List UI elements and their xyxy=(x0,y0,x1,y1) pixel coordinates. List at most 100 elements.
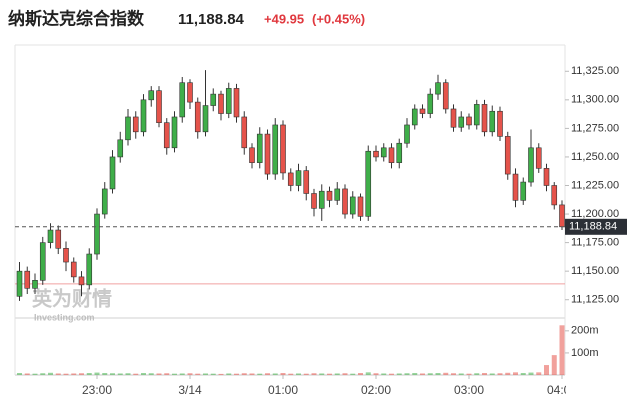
x-tick-label: 3/14 xyxy=(178,383,202,397)
candle-body xyxy=(342,188,348,215)
volume-bar xyxy=(265,373,270,375)
candle-body xyxy=(303,170,310,194)
candle-body xyxy=(497,110,503,137)
y-tick-label: 11,300.00 xyxy=(571,94,619,106)
candle-body xyxy=(233,88,240,118)
x-tick-label: 03:00 xyxy=(454,383,484,397)
volume-bar xyxy=(505,372,511,375)
volume-bar xyxy=(420,373,425,375)
candle-body xyxy=(357,196,364,217)
candle-body xyxy=(156,90,162,123)
volume-bar xyxy=(55,373,61,375)
volume-bar xyxy=(303,373,309,375)
volume-bar xyxy=(342,373,348,375)
last-price-label: 11,188.84 xyxy=(569,221,617,233)
volume-bar xyxy=(497,373,503,375)
candle-body xyxy=(466,116,472,126)
volume-bar xyxy=(40,373,46,375)
volume-bar xyxy=(102,373,108,375)
volume-bar xyxy=(94,372,100,375)
candle-body xyxy=(349,196,356,215)
candle-body xyxy=(295,170,302,186)
volume-bar xyxy=(296,373,301,375)
y-tick-label: 11,250.00 xyxy=(571,151,619,163)
candle-body xyxy=(63,248,69,263)
candle-body xyxy=(39,242,46,281)
candle-body xyxy=(528,147,534,183)
volume-bar xyxy=(404,373,410,375)
candle-body xyxy=(551,185,558,206)
candle-body xyxy=(272,124,279,175)
y-tick-label: 11,150.00 xyxy=(571,265,619,277)
volume-bar xyxy=(311,373,317,375)
candle-body xyxy=(543,168,550,186)
candle-body xyxy=(559,204,565,228)
candle-body xyxy=(404,124,410,144)
volume-bar xyxy=(179,373,185,375)
volume-bar xyxy=(32,373,38,375)
candle-body xyxy=(94,213,100,255)
volume-bar xyxy=(203,373,208,375)
y2-tick-label: 200m xyxy=(571,325,599,337)
volume-bar xyxy=(164,373,170,375)
volume-bar xyxy=(327,373,332,375)
candle-body xyxy=(326,190,333,201)
volume-bar xyxy=(234,373,239,375)
volume-bar xyxy=(218,373,224,375)
volume-bar xyxy=(133,373,139,375)
candle-body xyxy=(101,188,108,215)
candle-body xyxy=(187,82,193,103)
volume-bar xyxy=(172,373,177,375)
candle-body xyxy=(473,104,480,126)
volume-bar xyxy=(482,373,487,375)
candle-body xyxy=(481,104,488,133)
volume-bar xyxy=(48,372,53,375)
change-percent: (+0.45%) xyxy=(312,11,365,26)
volume-bar xyxy=(272,373,278,375)
candle-body xyxy=(179,82,186,118)
candle-body xyxy=(535,147,542,169)
volume-bar xyxy=(257,373,263,375)
candle-body xyxy=(318,190,325,209)
volume-bar xyxy=(63,373,69,375)
price: 11,188.84 xyxy=(178,11,245,28)
plot: 23:00 3/14 01:00 02:00 03:00 04:00 xyxy=(15,70,577,397)
volume-bar xyxy=(117,373,123,375)
candle-body xyxy=(132,116,139,133)
volume-bar xyxy=(156,373,162,375)
volume-bar xyxy=(536,372,542,375)
candle-body xyxy=(504,136,511,175)
volume-bar xyxy=(319,373,325,375)
candle-body xyxy=(334,188,341,201)
x-tick-label: 23:00 xyxy=(82,383,112,397)
candle-body xyxy=(241,116,248,149)
volume-bar xyxy=(365,372,371,375)
candle-body xyxy=(396,142,403,163)
volume-bar xyxy=(187,373,193,375)
volume-bar xyxy=(489,373,495,375)
candle-body xyxy=(450,108,457,128)
candle-body xyxy=(47,229,54,243)
candle-body xyxy=(202,105,209,133)
candle-body xyxy=(86,253,93,286)
volume-bar xyxy=(288,373,294,375)
candle-body xyxy=(264,133,271,175)
candle-body xyxy=(194,101,201,133)
candle-body xyxy=(427,93,434,114)
volume-bar xyxy=(24,373,30,375)
x-tick-label: 02:00 xyxy=(361,383,391,397)
candle-body xyxy=(218,93,224,114)
x-tick-label: 04:00 xyxy=(547,383,577,397)
volume-bar xyxy=(141,373,146,375)
volume-bar xyxy=(210,373,216,375)
volume-bar xyxy=(451,373,456,375)
volume-bar xyxy=(241,373,247,375)
x-tick-label: 01:00 xyxy=(268,383,298,397)
candle-body xyxy=(32,280,38,289)
watermark: 英为财情 xyxy=(32,286,112,310)
y-tick-label: 11,275.00 xyxy=(571,122,619,134)
y-tick-label: 11,225.00 xyxy=(571,179,619,191)
volume-bar xyxy=(110,373,115,375)
volume-bar xyxy=(458,373,464,375)
candle-body xyxy=(24,270,31,289)
